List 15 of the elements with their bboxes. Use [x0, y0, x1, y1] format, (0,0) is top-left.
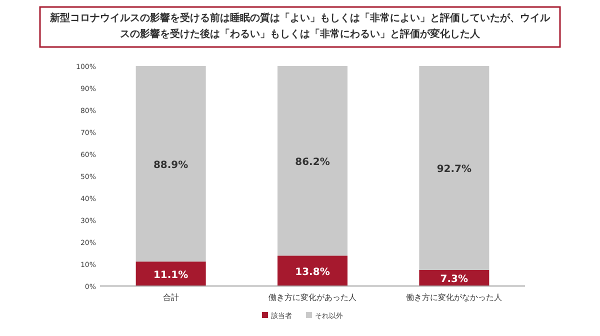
bar — [136, 66, 206, 262]
data-label: 88.9% — [153, 160, 188, 171]
data-label: 11.1% — [153, 270, 188, 281]
data-label: 13.8% — [295, 266, 330, 278]
data-label: 7.3% — [440, 274, 468, 285]
bar — [278, 66, 348, 256]
x-tick-label: 合計 — [162, 293, 179, 302]
bar — [419, 66, 490, 270]
chart-title: 新型コロナウイルスの影響を受ける前は睡眠の質は「よい」もしくは「非常によい」と評価していたが、ウイルスの影響を受けた後は「わるい」もしくは「非常にわるい」と評価が変化した人 — [49, 11, 552, 42]
x-tick-label: 働き方に変化がなかった人 — [406, 293, 502, 302]
data-label: 86.2% — [295, 156, 330, 168]
bar — [136, 262, 206, 286]
bar — [278, 256, 348, 286]
x-tick-label: 働き方に変化があった人 — [268, 293, 356, 302]
data-label: 92.7% — [436, 164, 472, 175]
